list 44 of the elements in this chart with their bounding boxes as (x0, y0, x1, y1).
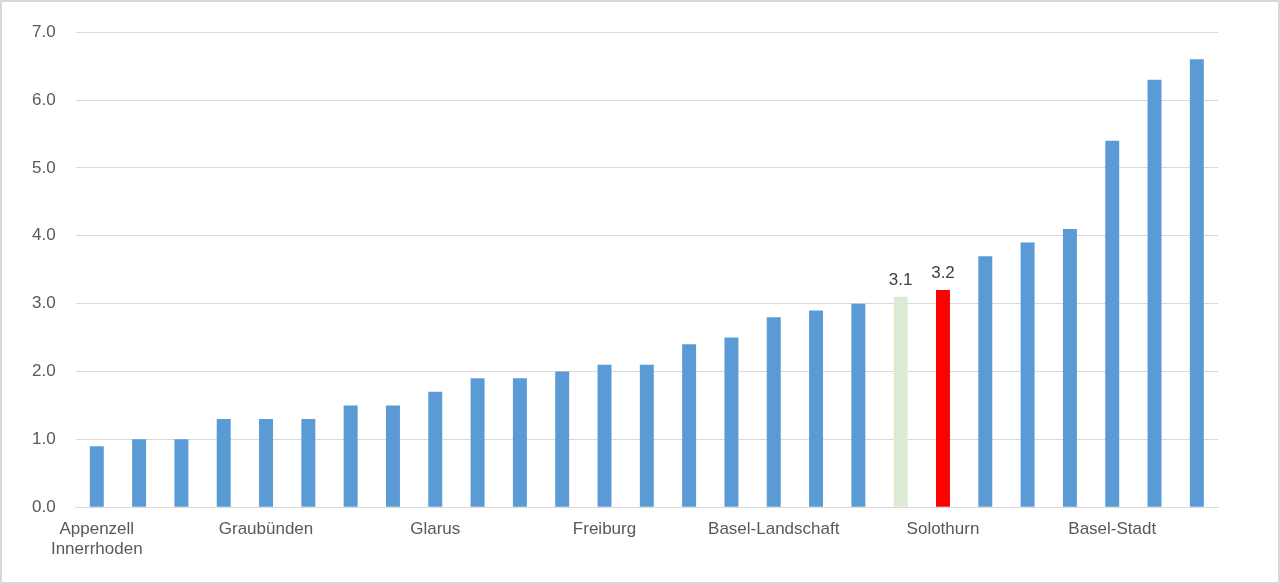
bar (682, 344, 697, 507)
bar (978, 256, 993, 507)
y-tick-label: 4.0 (31, 225, 56, 245)
bar (216, 418, 231, 507)
bar (470, 378, 485, 507)
bar (766, 317, 781, 507)
y-tick-label: 6.0 (31, 89, 56, 109)
x-tick-label: Appenzell Innerrhoden (50, 519, 143, 559)
y-tick-label: 1.0 (31, 429, 56, 449)
data-label: 3.1 (888, 270, 913, 290)
bar (851, 303, 866, 507)
bar (89, 446, 104, 507)
bar (343, 405, 358, 507)
bar (893, 296, 908, 507)
bar (1147, 79, 1162, 507)
x-tick-label: Solothurn (906, 519, 980, 539)
bar (1062, 228, 1077, 507)
bar (132, 439, 147, 507)
bar (1020, 242, 1035, 507)
y-tick-label: 7.0 (31, 21, 56, 41)
data-label: 3.2 (931, 263, 955, 283)
y-tick-label: 3.0 (31, 293, 56, 313)
bar (428, 391, 443, 507)
bar (385, 405, 400, 507)
x-tick-label: Graubünden (218, 519, 314, 539)
bar (936, 290, 950, 507)
y-tick-label: 0.0 (31, 496, 56, 516)
bar (724, 337, 739, 507)
bar (1105, 140, 1120, 507)
y-tick-label: 2.0 (31, 361, 56, 381)
bar (639, 364, 654, 507)
x-tick-label: Basel-Landschaft (708, 519, 840, 539)
bar (259, 418, 274, 507)
y-tick-label: 5.0 (31, 157, 56, 177)
x-tick-label: Basel-Stadt (1068, 519, 1157, 539)
x-tick-label: Glarus (410, 519, 461, 539)
x-tick-label: Freiburg (572, 519, 637, 539)
bar (512, 378, 527, 507)
bar (1189, 59, 1204, 507)
bar (809, 310, 824, 507)
bar (597, 364, 612, 507)
bar (301, 418, 316, 507)
bar (174, 439, 189, 507)
bar (555, 371, 570, 507)
